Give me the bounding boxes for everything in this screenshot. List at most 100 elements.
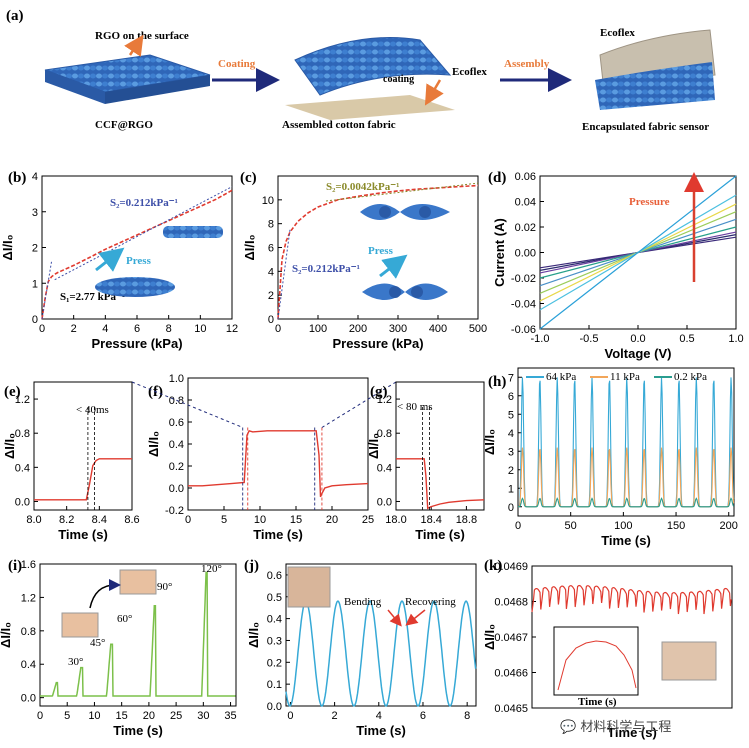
e-xlabel: Time (s)	[58, 527, 108, 542]
c-fabric-icon-top	[360, 204, 450, 220]
j-xtick-label: 4	[376, 710, 382, 722]
e-time-annotation: < 40ms	[76, 404, 109, 416]
chart-j: (j) 0 2 4 6 8 0.0 0.1 0.2 0.3 0.4 0.5 0.6 Time (s) ΔI/…	[244, 558, 477, 738]
i-xtick-label: 15	[116, 710, 128, 722]
ccf-fabric-front	[105, 75, 210, 104]
j-plot-frame	[285, 563, 477, 707]
panel-label-c: (c)	[240, 170, 257, 186]
i-hand-photo-top	[119, 569, 157, 595]
b-xtick-label: 2	[71, 323, 77, 335]
d-ytick-label: 0.00	[515, 248, 536, 260]
f-ytick-label: 0.4	[169, 439, 184, 451]
d-xtick-label: 0.5	[679, 333, 694, 345]
j-ytick-label: 0.5	[267, 592, 282, 604]
panel-label-i: (i)	[8, 558, 22, 574]
c-s2a-annotation: S₂=0.0042kPa⁻¹	[326, 181, 399, 193]
i-ytick-label: 1.6	[21, 559, 36, 571]
k-data-line	[531, 584, 732, 615]
f-xtick-label: 10	[254, 514, 266, 526]
i-ytick-label: 1.2	[21, 592, 36, 604]
i-xtick-label: 5	[64, 710, 70, 722]
h-legend-label: 11 kPa	[610, 371, 640, 383]
ecoflex-arrow	[424, 79, 444, 106]
h-series-line	[517, 447, 735, 508]
f-xtick-label: 5	[221, 514, 227, 526]
e-ytick-label: 1.2	[15, 394, 30, 406]
f-xtick-label: 20	[326, 514, 338, 526]
chart-d: (d) -1.0 -0.5 0.0 0.5 1.0 -0.06 -0.04 -0.02 0.00 0…	[488, 170, 744, 361]
j-xtick-label: 2	[332, 710, 338, 722]
f-ytick-label: 0.6	[169, 417, 184, 429]
ecoflex-top-label: Ecoflex	[600, 27, 635, 39]
h-plot-frame	[517, 367, 735, 517]
j-ytick-label: 0.3	[267, 635, 282, 647]
j-xlabel: Time (s)	[356, 723, 406, 738]
k-wrist-photo	[661, 641, 717, 681]
e-ytick-label: 0.4	[15, 462, 30, 474]
chart-i: (i) 0 5 10 15 20 25 30 35 0.0 0.4 0.8 1.2 1.6 Time (s)…	[0, 558, 237, 738]
h-ytick-label: 4	[508, 428, 514, 440]
e-xtick-label: 8.4	[92, 514, 107, 526]
e-ytick-label: 0.0	[15, 496, 30, 508]
e-plot-frame	[33, 381, 133, 511]
k-ylabel: ΔI/I₀	[482, 624, 497, 650]
b-xtick-label: 0	[39, 323, 45, 335]
h-ytick-label: 0	[508, 502, 514, 514]
f-xtick-label: 0	[185, 514, 191, 526]
b-ytick-label: 3	[32, 207, 38, 219]
d-ytick-label: 0.06	[515, 171, 536, 183]
g-plot-frame	[395, 381, 485, 511]
b-fit-s1	[41, 261, 52, 320]
h-xtick-label: 200	[720, 520, 738, 532]
h-xtick-label: 100	[614, 520, 632, 532]
e-xtick-label: 8.6	[124, 514, 139, 526]
b-xtick-label: 8	[166, 323, 172, 335]
b-xtick-label: 10	[194, 323, 206, 335]
c-ylabel: ΔI/I₀	[242, 234, 257, 260]
f-zoom-connector-left	[131, 381, 243, 428]
chart-e: (e) 8.0 8.2 8.4 8.6 0.0 0.4 0.8 1.2 Time (s) ΔI/I₀	[2, 381, 140, 542]
j-bending-arrow	[387, 609, 402, 627]
panel-label-e: (e)	[4, 384, 21, 400]
g-ytick-label: 1.2	[377, 394, 392, 406]
c-press-arrow	[379, 254, 408, 279]
c-ytick-label: 2	[268, 290, 274, 302]
d-xtick-label: -1.0	[531, 333, 550, 345]
b-xtick-label: 6	[134, 323, 140, 335]
f-ytick-label: 1.0	[169, 373, 184, 385]
panel-label-g: (g)	[370, 384, 388, 400]
f-ytick-label: 0.8	[169, 395, 184, 407]
f-xtick-label: 25	[362, 514, 374, 526]
c-ytick-label: 0	[268, 314, 274, 326]
i-xtick-label: 25	[170, 710, 182, 722]
c-ytick-label: 4	[268, 266, 274, 278]
k-ytick-label: 0.0469	[494, 561, 528, 573]
b-ylabel: ΔI/I₀	[0, 234, 15, 260]
g-ytick-label: 0.8	[377, 428, 392, 440]
k-ytick-label: 0.0465	[494, 703, 528, 715]
b-s2-annotation: S₂=0.212kPa⁻¹	[110, 197, 178, 209]
c-ytick-label: 10	[262, 195, 274, 207]
f-ytick-label: 0.2	[169, 461, 184, 473]
c-fit-s2a	[325, 182, 479, 202]
i-ytick-label: 0.4	[21, 659, 36, 671]
rgo-label: RGO on the surface	[95, 30, 189, 42]
i-angle-30: 30°	[68, 656, 83, 668]
d-ytick-label: -0.06	[511, 324, 536, 336]
b-press-arrow	[95, 247, 125, 272]
c-fabric-icon-bottom	[362, 283, 448, 300]
rgo-arrow	[124, 34, 144, 57]
d-pressure-label: Pressure	[629, 196, 670, 208]
c-xtick-label: 100	[309, 323, 327, 335]
b-ytick-label: 2	[32, 243, 38, 255]
f-xtick-label: 15	[290, 514, 302, 526]
b-ytick-label: 0	[32, 314, 38, 326]
f-ytick-label: -0.2	[165, 505, 184, 517]
c-fit-s2b	[277, 229, 291, 320]
chart-g: (g) 18.0 18.4 18.8 0.0 0.4 0.8 1.2 Time (s) ΔI/I₀	[366, 381, 485, 542]
i-angle-90: 90°	[157, 581, 172, 593]
h-ytick-label: 2	[508, 465, 514, 477]
j-arm-photo	[287, 566, 331, 608]
